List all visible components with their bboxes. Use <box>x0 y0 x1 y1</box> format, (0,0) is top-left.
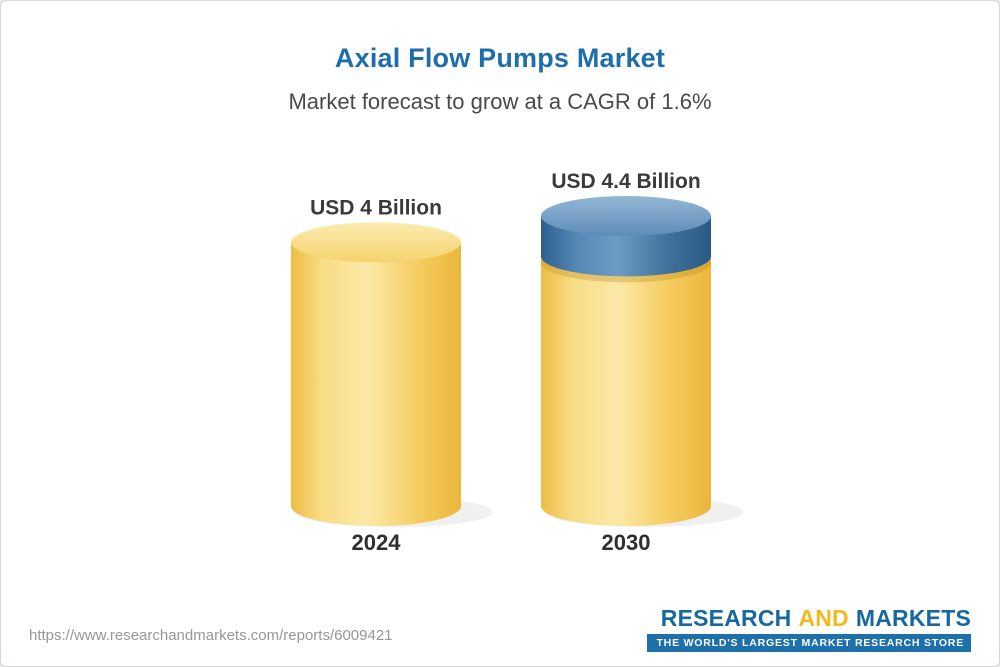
logo-research: RESEARCH <box>660 604 792 631</box>
cylinder-bars: USD 4 Billion 2024 USD 4.4 Billion 2030 <box>291 170 743 555</box>
researchandmarkets-logo: RESEARCH AND MARKETS THE WORLD'S LARGEST M… <box>647 604 971 652</box>
logo-wordmark: RESEARCH AND MARKETS <box>647 604 971 631</box>
bar-category-label: 2030 <box>602 530 651 555</box>
bar-value-label: USD 4.4 Billion <box>551 170 700 193</box>
chart-subtitle: Market forecast to grow at a CAGR of 1.6… <box>288 89 712 114</box>
bar-top <box>291 222 461 263</box>
bar-body <box>291 242 461 506</box>
chart-title: Axial Flow Pumps Market <box>334 43 666 73</box>
report-url[interactable]: https://www.researchandmarkets.com/repor… <box>29 627 393 644</box>
bar-category-label: 2024 <box>352 530 402 555</box>
bar-body <box>541 256 711 506</box>
bar-value-label: USD 4 Billion <box>310 196 442 219</box>
cap-top <box>541 196 711 236</box>
logo-tagline: THE WORLD'S LARGEST MARKET RESEARCH STOR… <box>647 634 971 652</box>
logo-markets: MARKETS <box>855 604 971 631</box>
logo-and: AND <box>798 604 849 631</box>
